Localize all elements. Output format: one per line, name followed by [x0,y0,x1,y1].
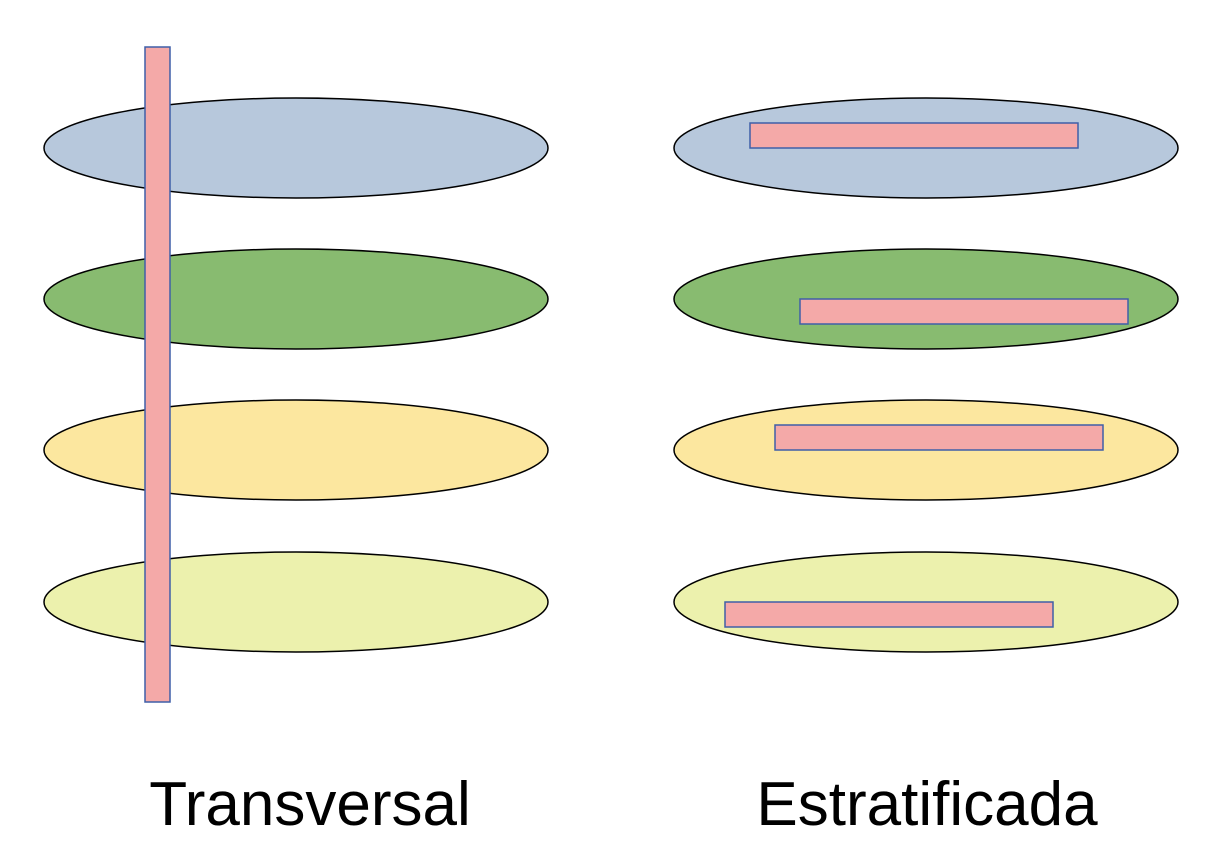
estratificada-label: Estratificada [756,770,1098,839]
layer-4-ellipse [43,551,549,653]
stratum-3-sample-bar [774,424,1104,451]
transversal-sample-bar [144,46,171,703]
stratum-4-sample-bar [724,601,1054,628]
transversal-panel [43,46,549,703]
transversal-label: Transversal [149,770,471,839]
stratum-1-sample-bar [749,122,1079,149]
layer-3-ellipse [43,399,549,501]
stratum-2-sample-bar [799,298,1129,325]
layer-1-ellipse [43,97,549,199]
layer-2-ellipse [43,248,549,350]
estratificada-panel [673,97,1179,653]
